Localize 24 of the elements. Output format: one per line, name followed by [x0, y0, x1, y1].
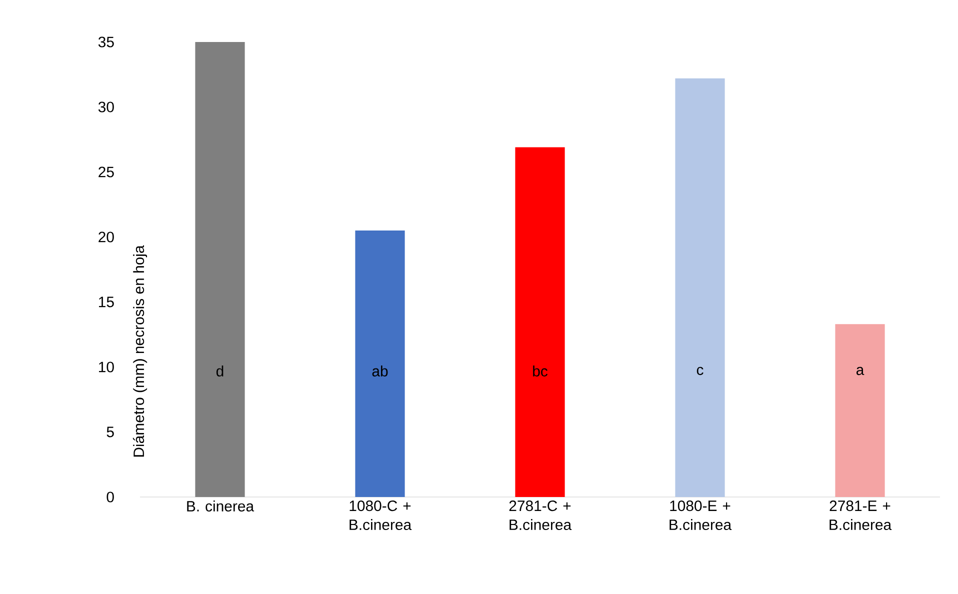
- y-tick-label: 15: [99, 296, 114, 308]
- x-tick-label: 1080-C + B.cinerea: [350, 500, 412, 530]
- x-tick-label: 2781-E + B.cinerea: [830, 500, 892, 530]
- annotation: c: [696, 366, 704, 376]
- bar: [835, 324, 885, 497]
- annotation: d: [216, 366, 224, 376]
- bar: [355, 230, 405, 497]
- y-tick-label: 35: [98, 36, 114, 48]
- x-tick-label: 1080-E + B.cinerea: [670, 500, 732, 530]
- y-tick-label: 20: [98, 232, 114, 242]
- y-tick-label: 10: [99, 362, 114, 372]
- annotation: a: [856, 366, 864, 376]
- y-tick-label: 0: [106, 492, 114, 502]
- bar: [675, 78, 725, 497]
- y-tick-label: 5: [106, 426, 114, 438]
- annotation: ab: [372, 366, 388, 376]
- y-tick-label: 30: [98, 102, 114, 112]
- bar: [195, 42, 245, 497]
- x-tick-label: B. cinerea: [187, 500, 254, 512]
- y-axis-title: Diámetro (mm) necrosis en hoja: [132, 245, 148, 457]
- y-tick-label: 25: [98, 166, 114, 178]
- bar: [515, 147, 565, 497]
- x-tick-label: 2781-C + B.cinerea: [509, 500, 572, 530]
- annotation: bc: [533, 366, 548, 376]
